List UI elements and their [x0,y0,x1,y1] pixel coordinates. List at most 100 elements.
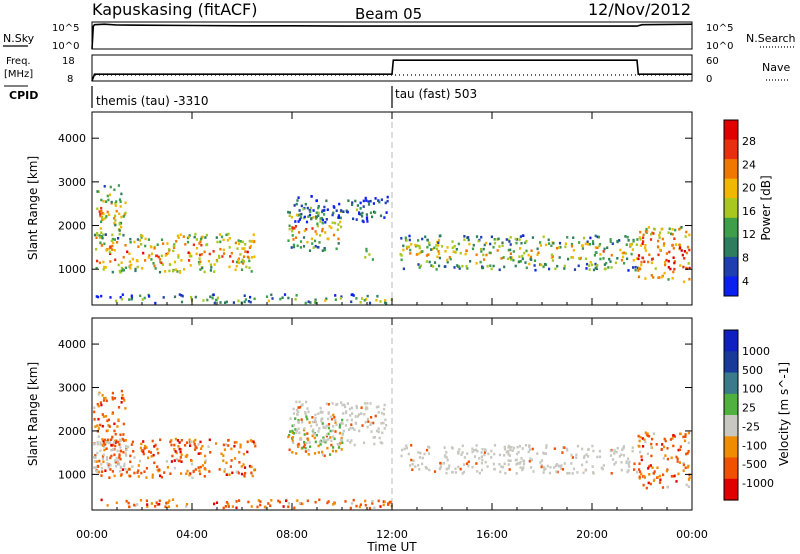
range-gate-cell [651,257,654,261]
range-gate-cell [486,264,489,268]
range-gate-cell [333,206,336,209]
range-gate-cell [642,240,645,243]
range-gate-cell [297,220,300,223]
range-gate-cell [349,426,352,430]
range-gate-cell [316,222,319,226]
range-gate-cell [185,503,189,506]
range-gate-cell [253,468,256,472]
range-gate-cell [169,440,172,444]
range-gate-cell [157,451,160,455]
range-gate-cell [324,231,327,234]
range-gate-cell [298,431,301,435]
range-gate-cell [303,215,306,219]
range-gate-cell [162,242,165,245]
range-gate-cell [150,502,153,505]
range-gate-cell [365,199,368,202]
range-gate-cell [327,403,330,406]
range-gate-cell [111,270,114,274]
range-gate-cell [564,245,567,249]
frequency-panel: Freq. [MHz] 18 8 60 0 Nave [4,54,790,85]
range-gate-cell [314,244,317,248]
range-gate-cell [609,454,613,457]
range-gate-cell [102,460,105,464]
range-gate-cell [314,420,318,424]
range-gate-cell [521,447,524,450]
range-gate-cell [349,441,352,444]
range-gate-cell [303,443,306,447]
range-gate-cell [613,463,616,466]
range-gate-cell [407,452,410,456]
range-gate-cell [293,506,296,510]
range-gate-cell [572,249,575,252]
range-gate-cell [525,239,528,243]
range-gate-cell [325,402,328,405]
range-gate-cell [619,248,622,252]
range-gate-cell [127,501,130,505]
range-gate-cell [673,237,676,240]
range-gate-cell [459,251,462,255]
range-gate-cell [173,295,177,299]
time-x-ticks: 00:00 04:00 08:00 12:00 16:00 20:00 00:00 [76,112,708,541]
range-gate-cell [108,250,111,254]
range-gate-cell [124,201,127,205]
range-gate-cell [95,247,98,251]
range-gate-cell [165,501,168,505]
range-gate-cell [350,293,353,297]
range-gate-cell [311,416,314,419]
range-gate-cell [244,298,247,301]
range-gate-cell [361,424,364,427]
range-gate-cell [596,235,599,239]
range-gate-cell [534,268,537,272]
range-gate-cell [680,249,683,252]
range-gate-cell [480,461,483,465]
range-gate-cell [294,225,297,228]
range-gate-cell [180,300,184,304]
x-tick-label: 00:00 [676,528,708,541]
range-gate-cell [646,434,649,438]
range-gate-cell [113,397,117,400]
range-gate-cell [414,243,417,247]
velocity-colorbar-swatch [724,351,738,374]
range-gate-cell [369,402,372,405]
range-gate-cell [194,232,197,236]
range-gate-cell [359,301,362,304]
range-gate-cell [313,452,317,455]
range-gate-cell [531,236,534,239]
range-gate-cell [639,230,642,234]
range-gate-cell [400,237,403,240]
range-gate-cell [123,462,126,466]
range-gate-cell [567,257,570,261]
range-gate-cell [128,260,131,263]
range-gate-cell [438,252,441,255]
range-gate-cell [194,438,197,442]
range-gate-cell [636,238,639,241]
range-gate-cell [295,409,299,412]
range-gate-cell [102,260,105,264]
range-gate-cell [366,425,369,429]
range-gate-cell [129,241,132,244]
range-gate-cell [137,245,140,248]
range-gate-cell [637,257,640,261]
range-gate-cell [321,422,324,425]
range-gate-cell [368,301,372,305]
range-gate-cell [321,453,324,457]
range-gate-cell [99,423,102,427]
range-gate-cell [143,296,146,300]
range-gate-cell [543,452,546,455]
range-gate-cell [125,448,128,452]
range-gate-cell [98,210,101,213]
range-gate-cell [663,437,666,441]
range-gate-cell [170,460,173,463]
range-gate-cell [610,472,613,475]
range-gate-cell [249,244,252,248]
range-gate-cell [555,246,559,250]
range-gate-cell [609,449,612,453]
range-gate-cell [382,503,385,507]
range-gate-cell [291,436,294,439]
range-gate-cell [304,202,307,206]
range-gate-cell [604,267,607,271]
range-gate-cell [635,470,639,474]
range-gate-cell [651,437,654,441]
range-gate-cell [235,470,238,474]
range-gate-cell [591,465,594,468]
